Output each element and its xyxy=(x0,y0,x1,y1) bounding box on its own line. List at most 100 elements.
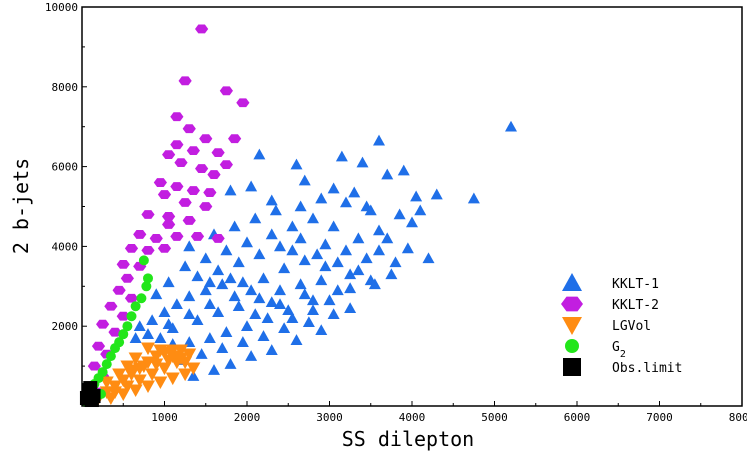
x-tick-label: 6000 xyxy=(564,411,591,424)
point-kklt-1 xyxy=(286,312,299,324)
point-kklt-1 xyxy=(344,282,357,294)
point-kklt-1 xyxy=(220,244,233,256)
legend-label: KKLT-2 xyxy=(612,298,659,313)
point-kklt-1 xyxy=(298,288,311,300)
point-g2 xyxy=(110,343,120,354)
point-kklt-2 xyxy=(211,234,225,243)
point-obs-limit xyxy=(84,393,99,408)
point-kklt-1 xyxy=(422,252,435,264)
point-kklt-1 xyxy=(245,180,258,192)
point-lgvol xyxy=(120,380,135,394)
point-kklt-2 xyxy=(186,146,200,156)
legend-label: KKLT-1 xyxy=(612,277,659,292)
point-kklt-1 xyxy=(327,182,340,194)
point-lgvol xyxy=(153,344,168,358)
point-kklt-2 xyxy=(182,216,196,225)
point-kklt-1 xyxy=(179,260,192,272)
y-tick-label: 8000 xyxy=(52,81,79,94)
point-kklt-1 xyxy=(397,164,410,176)
point-kklt-1 xyxy=(183,290,196,302)
point-g2 xyxy=(143,273,153,284)
x-tick-label: 8000 xyxy=(729,411,747,424)
point-kklt-1 xyxy=(257,272,270,284)
point-kklt-1 xyxy=(187,370,200,381)
point-kklt-2 xyxy=(170,112,184,122)
point-kklt-1 xyxy=(331,284,344,296)
point-kklt-1 xyxy=(327,308,340,320)
x-tick-label: 4000 xyxy=(399,411,426,424)
point-g2 xyxy=(118,329,129,340)
point-kklt-1 xyxy=(265,228,278,240)
point-kklt-2 xyxy=(124,243,139,253)
y-tick-label: 10000 xyxy=(45,1,78,14)
point-kklt-1 xyxy=(232,300,245,312)
point-kklt-2 xyxy=(124,293,139,303)
y-tick-label: 6000 xyxy=(52,161,79,174)
point-kklt-2 xyxy=(219,160,233,170)
point-kklt-1 xyxy=(183,240,196,252)
point-lgvol xyxy=(174,352,188,366)
legend-item: LGVol xyxy=(562,317,651,335)
point-kklt-1 xyxy=(162,318,175,330)
point-kklt-1 xyxy=(220,326,233,337)
point-kklt-2 xyxy=(170,232,184,241)
point-kklt-1 xyxy=(373,244,385,256)
point-kklt-1 xyxy=(315,192,328,204)
point-lgvol xyxy=(112,368,127,382)
point-kklt-2 xyxy=(178,76,192,86)
point-kklt-1 xyxy=(344,268,357,280)
point-kklt-2 xyxy=(157,243,172,253)
point-kklt-1 xyxy=(344,302,357,314)
point-kklt-1 xyxy=(360,252,373,264)
point-g2 xyxy=(138,255,149,266)
point-kklt-1 xyxy=(286,244,299,256)
point-lgvol xyxy=(178,368,193,382)
legend-marker xyxy=(562,317,582,335)
point-kklt-1 xyxy=(199,252,212,264)
point-kklt-1 xyxy=(249,212,262,224)
legend-label: Obs.limit xyxy=(612,361,682,376)
point-kklt-1 xyxy=(414,204,427,216)
point-lgvol xyxy=(136,360,151,374)
point-lgvol xyxy=(141,342,155,356)
point-kklt-1 xyxy=(393,208,406,220)
point-kklt-2 xyxy=(162,150,176,160)
point-kklt-1 xyxy=(245,284,258,296)
point-kklt-1 xyxy=(311,248,324,260)
x-tick-label: 7000 xyxy=(646,411,673,424)
point-kklt-1 xyxy=(294,200,307,212)
point-kklt-2 xyxy=(116,311,130,321)
point-g2 xyxy=(136,293,147,304)
point-kklt-2 xyxy=(174,158,188,168)
point-kklt-1 xyxy=(212,306,225,318)
point-kklt-1 xyxy=(381,168,394,180)
legend-item: KKLT-2 xyxy=(561,296,659,313)
legend-marker xyxy=(561,296,583,312)
point-kklt-2 xyxy=(153,178,167,187)
point-kklt-1 xyxy=(274,284,286,296)
point-kklt-1 xyxy=(245,350,258,361)
point-kklt-2 xyxy=(162,220,176,229)
point-kklt-2 xyxy=(182,124,196,134)
point-kklt-2 xyxy=(116,259,130,269)
point-kklt-1 xyxy=(401,242,414,254)
point-kklt-1 xyxy=(183,336,196,347)
point-kklt-1 xyxy=(203,332,216,343)
point-kklt-2 xyxy=(186,186,200,195)
point-kklt-1 xyxy=(389,256,402,268)
point-kklt-1 xyxy=(298,254,311,266)
point-kklt-2 xyxy=(133,230,147,239)
point-kklt-1 xyxy=(265,344,278,355)
point-kklt-2 xyxy=(112,285,126,295)
legend-marker xyxy=(565,339,579,353)
point-lgvol xyxy=(103,392,118,406)
point-kklt-1 xyxy=(241,320,253,331)
point-kklt-1 xyxy=(352,232,365,244)
point-kklt-2 xyxy=(141,210,155,219)
series-kklt-2 xyxy=(83,24,250,397)
point-kklt-1 xyxy=(278,262,291,274)
y-tick-label: 4000 xyxy=(52,240,79,253)
point-lgvol xyxy=(141,380,155,394)
point-lgvol xyxy=(149,358,164,372)
point-kklt-1 xyxy=(307,304,319,316)
